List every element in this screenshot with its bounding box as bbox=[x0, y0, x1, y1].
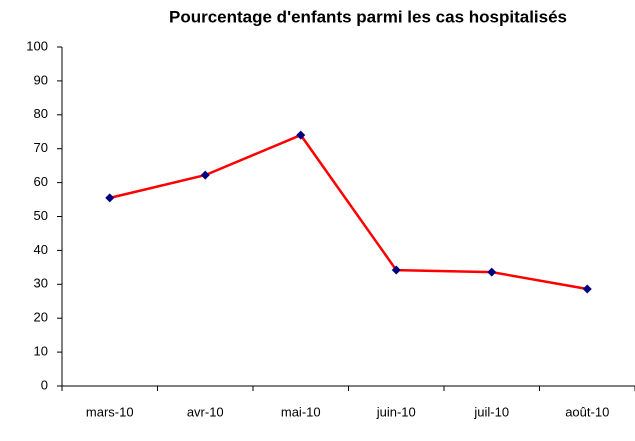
y-tick-label: 30 bbox=[34, 276, 48, 291]
y-tick-label: 20 bbox=[34, 310, 48, 325]
y-tick-label: 0 bbox=[41, 377, 48, 392]
data-point bbox=[391, 265, 401, 275]
y-tick-label: 40 bbox=[34, 242, 48, 257]
x-tick-label: juil-10 bbox=[473, 404, 509, 419]
y-tick-label: 50 bbox=[34, 208, 48, 223]
x-tick-label: mai-10 bbox=[281, 404, 321, 419]
x-tick-label: juin-10 bbox=[376, 404, 416, 419]
y-tick-label: 100 bbox=[26, 38, 48, 53]
data-line bbox=[109, 133, 588, 291]
x-tick-label: mars-10 bbox=[86, 404, 134, 419]
chart-title: Pourcentage d'enfants parmi les cas hosp… bbox=[169, 7, 567, 26]
x-tick-label: août-10 bbox=[565, 404, 609, 419]
data-point bbox=[296, 130, 306, 140]
y-tick-label: 60 bbox=[34, 174, 48, 189]
data-point bbox=[582, 284, 592, 294]
data-point bbox=[200, 170, 210, 180]
y-tick-label: 70 bbox=[34, 140, 48, 155]
y-tick-label: 10 bbox=[34, 344, 48, 359]
x-tick-label: avr-10 bbox=[187, 404, 224, 419]
y-tick-label: 90 bbox=[34, 72, 48, 87]
data-point bbox=[105, 193, 115, 203]
data-point bbox=[487, 267, 497, 277]
y-tick-label: 80 bbox=[34, 106, 48, 121]
